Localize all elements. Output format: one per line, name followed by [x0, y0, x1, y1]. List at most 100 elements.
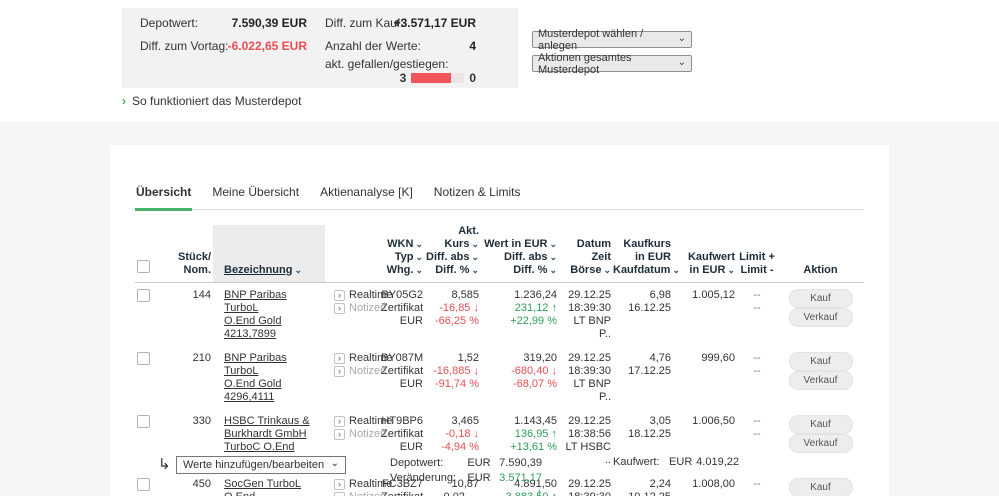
row-checkbox[interactable] [137, 415, 150, 428]
realtime-label: Realtime [349, 415, 393, 427]
footer-summary: Depotwert: EUR 7.590,39 Veränderung: EUR… [390, 456, 542, 496]
sort-icon: ⌄ [415, 265, 423, 275]
tab-uebersicht[interactable]: Übersicht [135, 185, 193, 211]
sort-icon: ⌄ [471, 239, 479, 249]
chevron-right-icon: › [334, 429, 345, 440]
musterdepot-select-value: Musterdepot wählen / anlegen [538, 27, 644, 52]
depotwert-value: 7.590,39 EUR [231, 16, 307, 30]
col-header-akt-kurs[interactable]: Akt. Kurs ⌄ Diff. abs ⌄ Diff. % ⌄ [425, 225, 481, 283]
row-checkbox[interactable] [137, 352, 150, 365]
depotwert-label: Depotwert: [140, 16, 199, 30]
col-header-datum[interactable]: Datum Zeit Börse ⌄ [559, 225, 613, 283]
limit-cell: ---- [753, 478, 761, 496]
trend-arrow-icon: ↓ [473, 365, 480, 377]
kauf-button[interactable]: Kauf [788, 415, 853, 434]
diff-kauf-value: +3.571,17 EUR [393, 16, 476, 30]
chevron-down-icon: ⌄ [677, 56, 686, 68]
trend-arrow-icon: ↓ [473, 428, 480, 440]
instrument-link[interactable]: HSBC Trinkaus & Burkhardt GmbH TurboC O.En… [224, 415, 310, 453]
sort-icon: ⌄ [727, 265, 735, 275]
verkauf-button[interactable]: Verkauf [788, 434, 853, 453]
instrument-link[interactable]: SocGen TurboL O.EndSilber 58,761552 [224, 478, 302, 496]
row-checkbox[interactable] [137, 478, 150, 491]
gestiegen-bar-segment [451, 73, 465, 83]
notizen-label: Notizen [349, 491, 386, 496]
sort-icon: ⌄ [672, 265, 680, 275]
trend-arrow-icon: → [468, 491, 479, 496]
anzahl-werte-label: Anzahl der Werte: [325, 39, 421, 53]
musterdepot-info-link[interactable]: › So funktioniert das Musterdepot [122, 94, 301, 108]
kaufwert-cell: 999,60 [701, 352, 735, 364]
kauf-button[interactable]: Kauf [788, 289, 853, 308]
row-checkbox[interactable] [137, 289, 150, 302]
realtime-label: Realtime [349, 289, 393, 301]
sort-icon: ⌄ [294, 265, 302, 275]
col-header-bezeichnung[interactable]: Bezeichnung ⌄ [213, 225, 325, 283]
col-header-aktion: Aktion [779, 225, 864, 283]
footer-currency: EUR [467, 457, 491, 469]
table-row: 330 HSBC Trinkaus & Burkhardt GmbH TurboC … [135, 409, 864, 472]
wkn-cell: BY087M Zertifikat EUR [381, 352, 424, 390]
musterdepot-select[interactable]: Musterdepot wählen / anlegen ⌄ [532, 28, 692, 52]
verkauf-button[interactable]: Verkauf [788, 371, 853, 390]
chevron-right-icon: › [334, 479, 345, 490]
notizen-link[interactable]: › Notizen [334, 365, 386, 378]
trend-arrow-icon: ↑ [552, 491, 558, 496]
realtime-link[interactable]: › Realtime [334, 478, 392, 491]
kurs-cell: 3,465 -0,18 ↓ -4,94 % [441, 415, 480, 453]
realtime-link[interactable]: › Realtime [334, 352, 392, 365]
wkn-cell: BY05G2 Zertifikat EUR [381, 289, 424, 327]
realtime-link[interactable]: › Realtime [334, 415, 392, 428]
notizen-link[interactable]: › Notizen [334, 428, 386, 441]
chevron-down-icon: ⌄ [330, 458, 339, 469]
instrument-link[interactable]: BNP Paribas TurboL O.End Gold 4296,4111 [224, 352, 287, 403]
gefallen-bar-segment [411, 73, 452, 83]
wert-cell: 4.891,50 3.883,50 ↑ +385,27 % [481, 472, 559, 496]
tab-aktienanalyse[interactable]: Aktienanalyse [K] [320, 185, 413, 199]
tab-meine-uebersicht[interactable]: Meine Übersicht [212, 185, 300, 199]
kauf-button[interactable]: Kauf [788, 352, 853, 371]
footer-kaufwert-value: 4.019,22 [696, 456, 739, 468]
anzahl-werte-value: 4 [469, 39, 476, 53]
werte-bearbeiten-select[interactable]: Werte hinzufügen/bearbeiten ⌄ [176, 456, 346, 474]
return-arrow-icon: ↳ [158, 456, 171, 473]
wert-cell: 319,20 -680,40 ↓ -68,07 % [511, 352, 557, 390]
footer-depotwert-label: Depotwert: [390, 457, 444, 469]
sort-icon: ⌄ [549, 239, 557, 249]
col-header-limit: Limit + Limit - [737, 225, 779, 283]
sort-icon: ⌄ [549, 252, 557, 262]
tab-notizen-limits[interactable]: Notizen & Limits [433, 185, 521, 199]
wert-cell: 1.236,24 231,12 ↑ +22,99 % [510, 289, 557, 327]
realtime-link[interactable]: › Realtime [334, 289, 392, 302]
table-row: 144 BNP Paribas TurboL O.End Gold 4213,78… [135, 283, 864, 347]
verkauf-button[interactable]: Verkauf [788, 308, 853, 327]
footer-currency: EUR [467, 472, 491, 484]
chevron-right-icon: › [334, 492, 345, 496]
sort-icon: ⌄ [603, 265, 611, 275]
col-header-wkn[interactable]: WKN ⌄ Typ ⌄ Whg. ⌄ [381, 225, 425, 283]
trend-arrow-icon: ↑ [551, 428, 558, 440]
limit-cell: ---- [753, 415, 761, 440]
select-all-checkbox[interactable] [137, 260, 150, 273]
col-header-kaufwert[interactable]: Kaufwert in EUR ⌄ [673, 225, 737, 283]
chevron-right-icon: › [334, 353, 345, 364]
notizen-link[interactable]: › Notizen [334, 302, 386, 315]
col-header-wert[interactable]: Wert in EUR ⌄ Diff. abs ⌄ Diff. % ⌄ [481, 225, 559, 283]
footer-veraenderung-value: 3.571,17 ↑ [499, 471, 542, 496]
footer-kaufwert: Kaufwert: EUR 4.019,22 [613, 456, 739, 468]
aktionen-select[interactable]: Aktionen gesamtes Musterdepot ⌄ [532, 52, 692, 76]
kauf-button[interactable]: Kauf [788, 478, 853, 496]
col-header-kaufkurs[interactable]: Kaufkurs in EUR Kaufdatum ⌄ [613, 225, 680, 283]
kaufkurs-cell: 4,76 17.12.25 [628, 352, 671, 377]
kaufwert-cell: 1.005,12 [692, 289, 735, 301]
chevron-right-icon: › [334, 303, 345, 314]
footer-currency: EUR [669, 456, 693, 468]
notizen-link[interactable]: › Notizen [334, 491, 386, 496]
qty-cell: 450 [192, 478, 211, 490]
instrument-link[interactable]: BNP Paribas TurboL O.End Gold 4213,7899 [224, 289, 287, 340]
chevron-right-icon: › [122, 94, 126, 108]
diff-vortag-label: Diff. zum Vortag: [140, 39, 229, 53]
chevron-right-icon: › [334, 366, 345, 377]
wkn-cell: HT9BP6 Zertifikat EUR [381, 415, 424, 453]
